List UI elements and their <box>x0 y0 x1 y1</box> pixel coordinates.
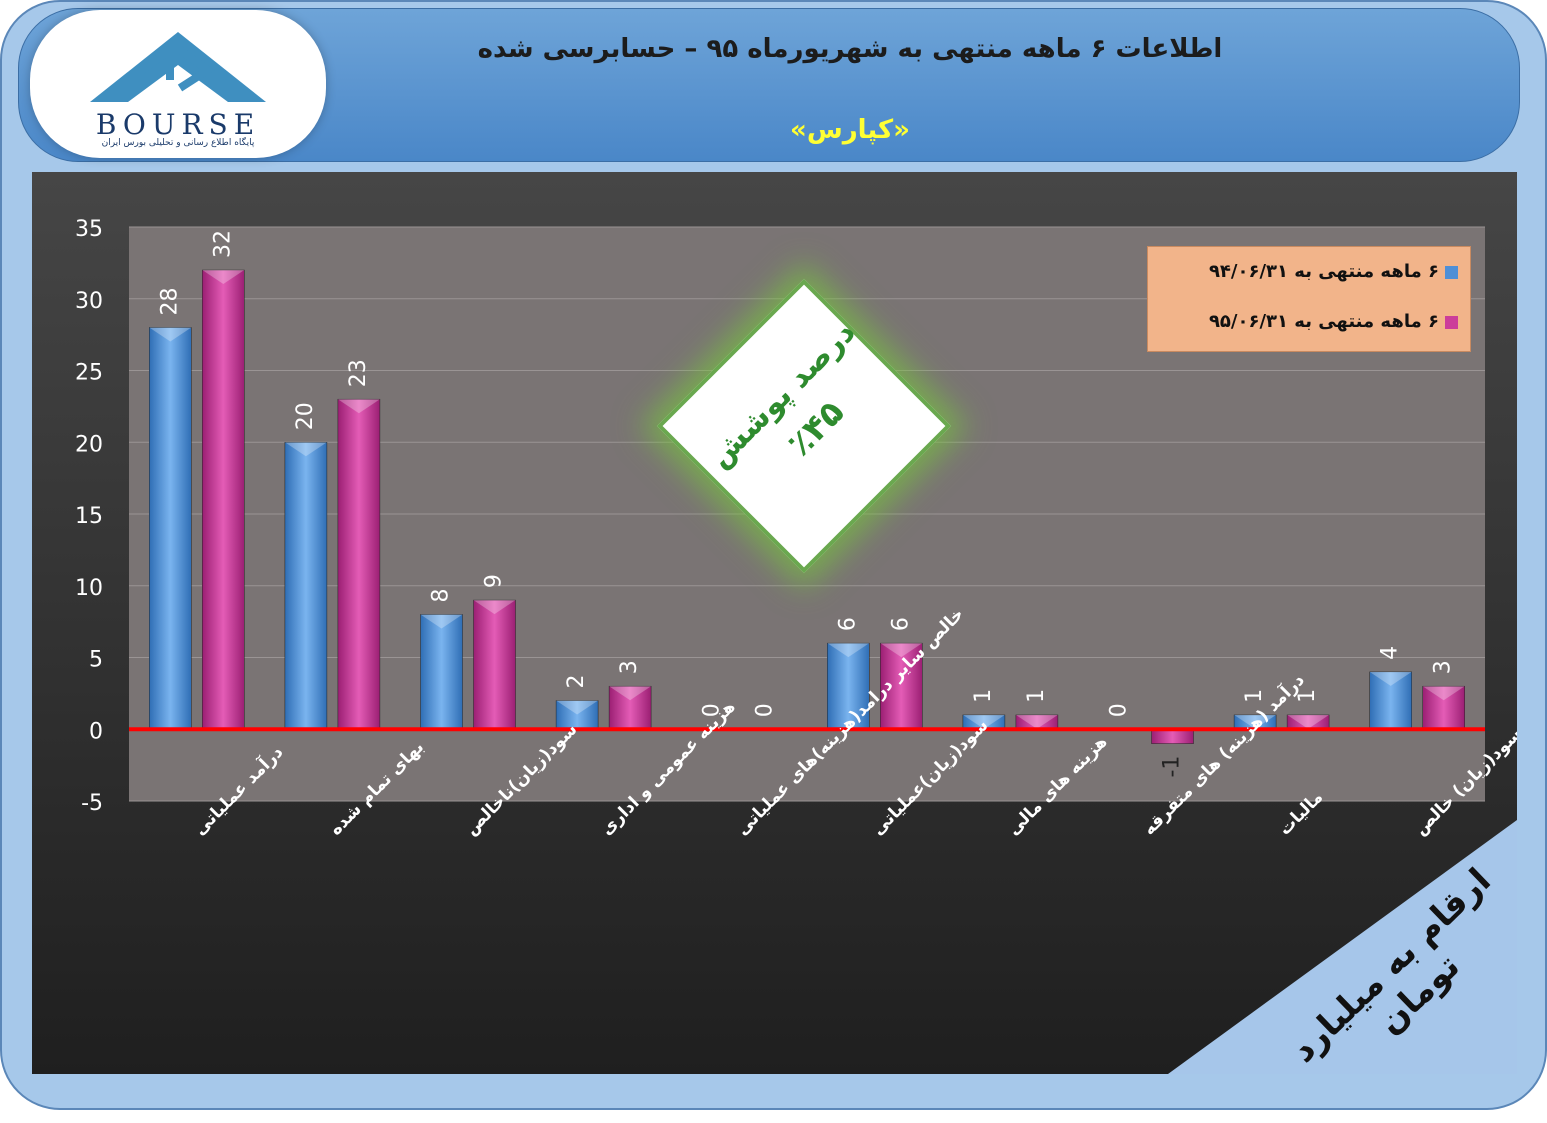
bar-bevel <box>962 714 1005 729</box>
data-label: 3 <box>1431 660 1456 674</box>
data-label: 32 <box>210 230 235 258</box>
data-label: 6 <box>835 617 860 631</box>
data-label: 28 <box>157 287 182 315</box>
bar-bevel <box>1015 714 1058 729</box>
legend-label-2: ۶ ماهه منتهی به ۹۵/۰۶/۳۱ <box>1208 311 1439 332</box>
bar <box>1422 685 1465 730</box>
bar-bevel <box>149 327 192 342</box>
data-label: 23 <box>346 359 371 387</box>
bar <box>149 327 192 730</box>
y-tick-label: 5 <box>89 648 103 673</box>
data-label: 2 <box>564 675 589 689</box>
y-tick-label: 30 <box>75 289 103 314</box>
bar <box>473 599 516 730</box>
bar <box>202 269 245 730</box>
legend-item-1: ۶ ماهه منتهی به ۹۴/۰۶/۳۱ <box>1162 261 1458 291</box>
data-label: -1 <box>1160 756 1185 778</box>
legend-item-2: ۶ ماهه منتهی به ۹۵/۰۶/۳۱ <box>1162 311 1458 341</box>
bar-bevel <box>473 600 516 615</box>
bar-bevel <box>202 270 245 285</box>
data-label: 1 <box>1295 689 1320 703</box>
data-label: 6 <box>888 617 913 631</box>
bar <box>1151 729 1194 744</box>
y-tick-label: 10 <box>75 576 103 601</box>
bar-bevel <box>1234 714 1277 729</box>
logo-mark-icon <box>90 32 266 102</box>
y-tick-label: 15 <box>75 504 103 529</box>
bar-bevel <box>880 643 923 658</box>
data-label: 1 <box>1242 689 1267 703</box>
chart-legend: ۶ ماهه منتهی به ۹۴/۰۶/۳۱ ۶ ماهه منتهی به… <box>1147 246 1471 352</box>
bar-bevel <box>420 614 463 629</box>
bar <box>420 614 463 730</box>
bar-bevel <box>1422 686 1465 701</box>
bar <box>284 442 328 730</box>
logo-subtitle: پایگاه اطلاع رسانی و تحلیلی بورس ایران <box>101 138 255 148</box>
data-label: 0 <box>753 703 778 717</box>
bar <box>555 700 599 730</box>
bar-bevel <box>556 700 599 715</box>
data-label: 0 <box>1107 703 1132 717</box>
y-tick-label: 0 <box>89 719 103 744</box>
y-tick-label: -5 <box>81 791 103 816</box>
bar-bevel <box>1369 671 1412 686</box>
data-label: 1 <box>971 689 996 703</box>
company-name: «کپارس» <box>790 115 910 145</box>
legend-swatch-2 <box>1445 315 1458 329</box>
data-label: 3 <box>617 660 642 674</box>
bar-bevel <box>337 399 380 414</box>
bourse-logo: BOURSE پایگاه اطلاع رسانی و تحلیلی بورس … <box>30 10 326 158</box>
bar-bevel <box>1287 714 1330 729</box>
y-tick-label: 35 <box>75 217 103 242</box>
data-label: 4 <box>1378 646 1403 660</box>
bar-bevel <box>827 643 870 658</box>
y-tick-label: 20 <box>75 432 103 457</box>
data-label: 9 <box>482 574 507 588</box>
legend-swatch-1 <box>1445 265 1458 279</box>
page-title: اطلاعات ۶ ماهه منتهی به شهریورماه ۹۵ – ح… <box>477 34 1223 64</box>
logo-text: BOURSE <box>95 108 261 141</box>
bar <box>608 685 652 730</box>
data-label: 1 <box>1024 689 1049 703</box>
bar-bevel <box>609 686 652 701</box>
data-label: 8 <box>429 588 454 602</box>
bar <box>827 642 870 730</box>
bar <box>337 398 381 730</box>
legend-label-1: ۶ ماهه منتهی به ۹۴/۰۶/۳۱ <box>1208 261 1439 282</box>
bar <box>1369 671 1412 730</box>
bar-bevel <box>284 442 327 457</box>
bar <box>880 642 923 730</box>
y-tick-label: 25 <box>75 361 103 386</box>
data-label: 0 <box>700 703 725 717</box>
data-label: 20 <box>293 402 318 430</box>
